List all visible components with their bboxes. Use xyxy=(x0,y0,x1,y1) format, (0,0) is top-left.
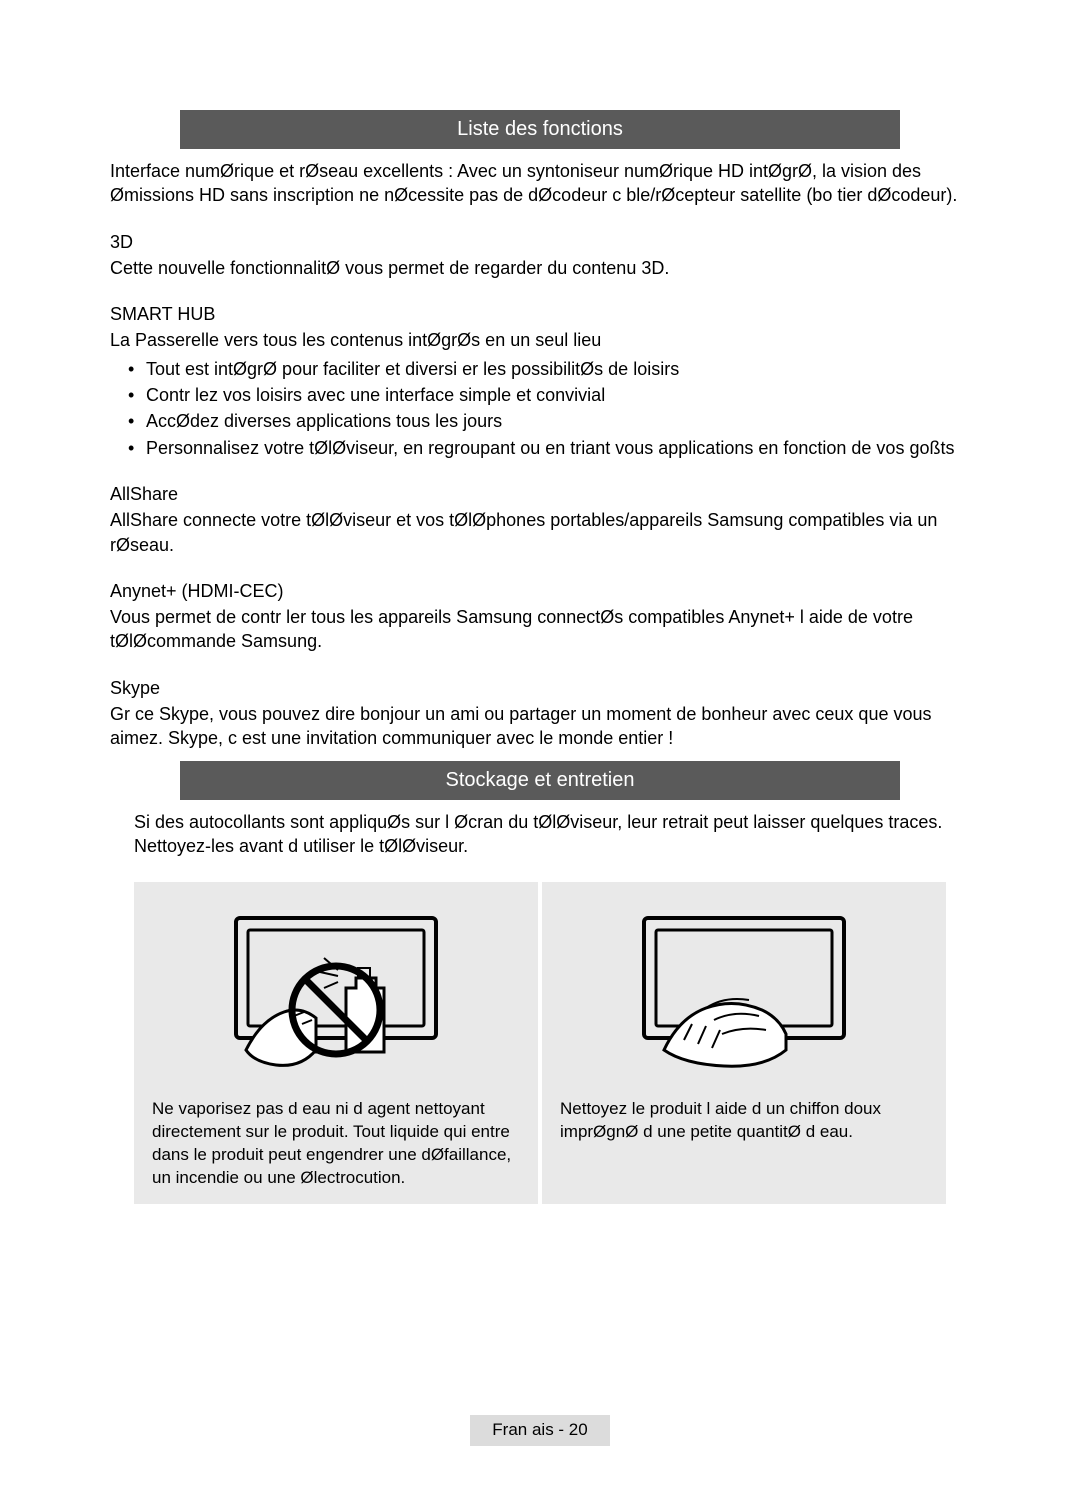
panel-caption: Nettoyez le produit l aide d un chiffon … xyxy=(560,1098,928,1144)
feature-body: Cette nouvelle fonctionnalitØ vous perme… xyxy=(110,256,970,280)
feature-anynet: Anynet+ (HDMI-CEC) Vous permet de contr … xyxy=(110,579,970,654)
functions-intro: Interface numØrique et rØseau excellents… xyxy=(110,159,970,208)
wipe-cloth-icon xyxy=(614,900,874,1080)
bullet-item: AccØdez diverses applications tous les j… xyxy=(128,409,970,433)
panel-spray-prohibited: Ne vaporisez pas d eau ni d agent nettoy… xyxy=(134,882,538,1204)
storage-panels: Ne vaporisez pas d eau ni d agent nettoy… xyxy=(110,882,970,1204)
bullet-item: Contr lez vos loisirs avec une interface… xyxy=(128,383,970,407)
feature-bullets: Tout est intØgrØ pour faciliter et diver… xyxy=(110,357,970,460)
feature-title: 3D xyxy=(110,230,970,254)
bullet-item: Personnalisez votre tØlØviseur, en regro… xyxy=(128,436,970,460)
storage-intro: Si des autocollants sont appliquØs sur l… xyxy=(110,810,970,859)
section-header-functions: Liste des fonctions xyxy=(180,110,900,149)
section-header-storage: Stockage et entretien xyxy=(180,761,900,800)
feature-allshare: AllShare AllShare connecte votre tØlØvis… xyxy=(110,482,970,557)
spray-prohibited-icon xyxy=(206,900,466,1080)
page-number: Fran ais - 20 xyxy=(470,1415,609,1446)
feature-skype: Skype Gr ce Skype, vous pouvez dire bonj… xyxy=(110,676,970,751)
feature-title: AllShare xyxy=(110,482,970,506)
feature-title: SMART HUB xyxy=(110,302,970,326)
page-footer: Fran ais - 20 xyxy=(0,1415,1080,1446)
feature-title: Skype xyxy=(110,676,970,700)
feature-smarthub: SMART HUB La Passerelle vers tous les co… xyxy=(110,302,970,460)
panel-wipe-cloth: Nettoyez le produit l aide d un chiffon … xyxy=(542,882,946,1204)
feature-body: Gr ce Skype, vous pouvez dire bonjour un… xyxy=(110,702,970,751)
bullet-item: Tout est intØgrØ pour faciliter et diver… xyxy=(128,357,970,381)
feature-3d: 3D Cette nouvelle fonctionnalitØ vous pe… xyxy=(110,230,970,281)
panel-caption: Ne vaporisez pas d eau ni d agent nettoy… xyxy=(152,1098,520,1190)
feature-body: Vous permet de contr ler tous les appare… xyxy=(110,605,970,654)
document-page: Liste des fonctions Interface numØrique … xyxy=(0,0,1080,1494)
feature-body: La Passerelle vers tous les contenus int… xyxy=(110,328,970,352)
feature-body: AllShare connecte votre tØlØviseur et vo… xyxy=(110,508,970,557)
feature-title: Anynet+ (HDMI-CEC) xyxy=(110,579,970,603)
